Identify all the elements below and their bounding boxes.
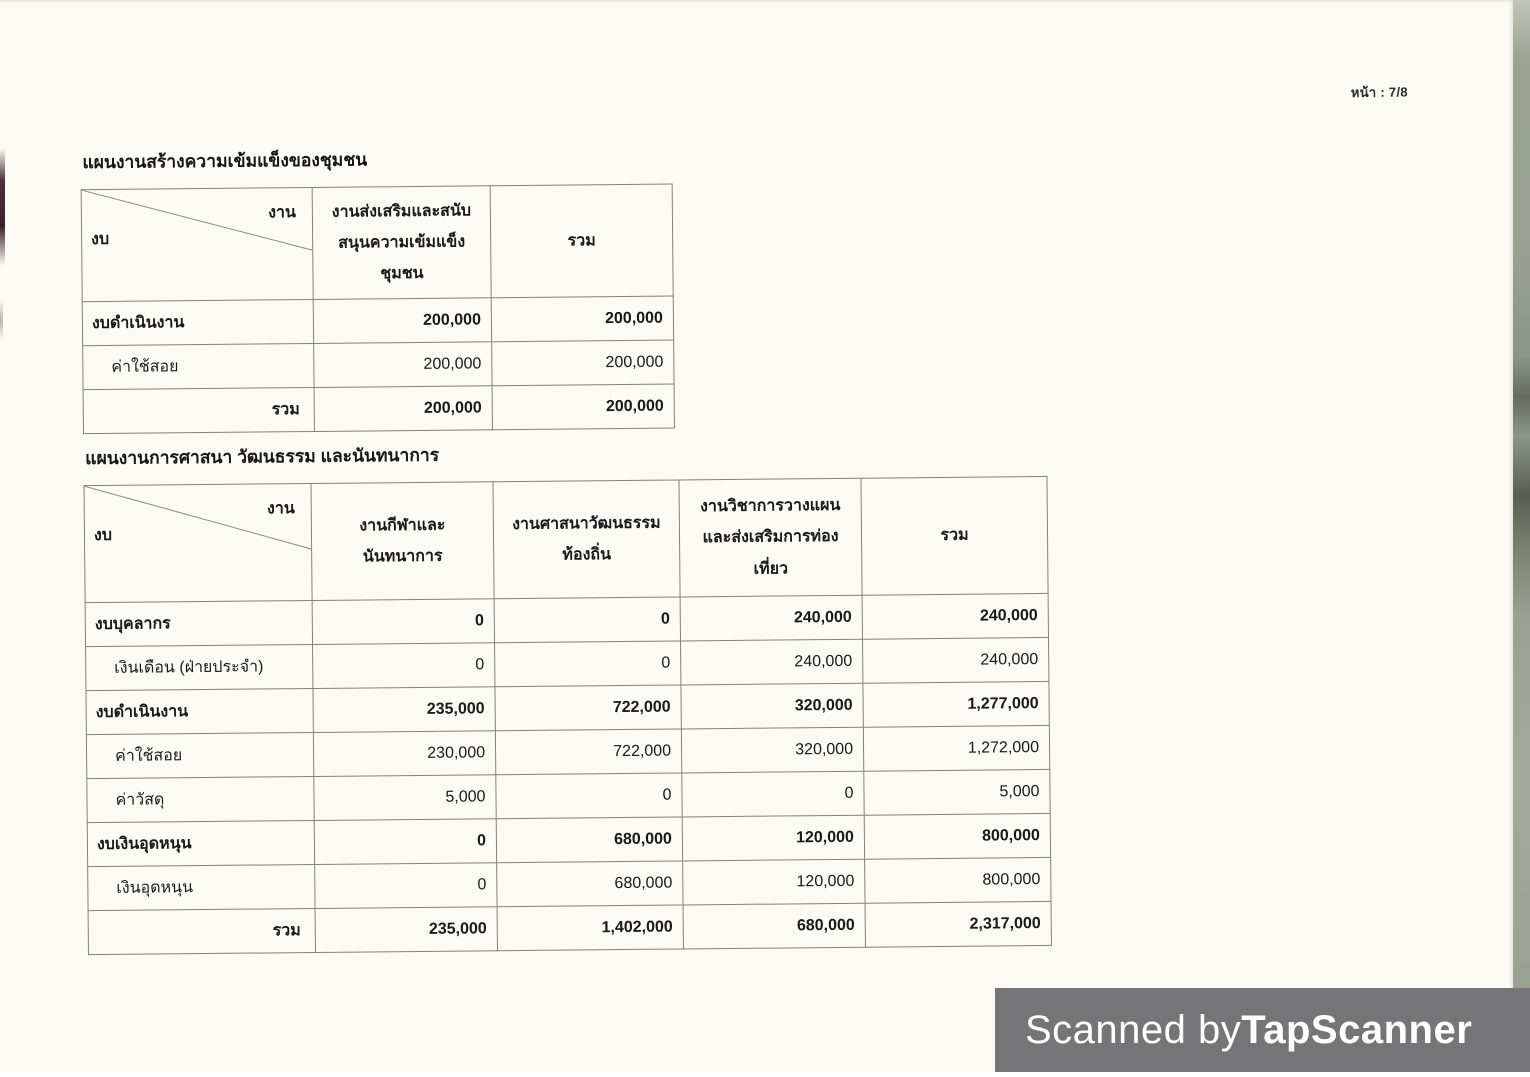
cell-value: 235,000 xyxy=(312,686,496,733)
cell-value: 722,000 xyxy=(494,684,682,731)
row-label: งบดำเนินงาน xyxy=(85,688,314,735)
cell-value: 680,000 xyxy=(496,860,684,907)
page-number: หน้า : 7/8 xyxy=(1350,84,1408,100)
cell-value: 200,000 xyxy=(314,385,493,432)
column-header: งานส่งเสริมและสนับ สนุนความเข้มแข็ง ชุมช… xyxy=(312,185,492,300)
row-label: เงินอุดหนุน xyxy=(87,864,316,911)
corner-cell: งานงบ xyxy=(83,483,313,603)
row-label: ค่าวัสดุ xyxy=(86,776,315,823)
row-label: งบเงินอุดหนุน xyxy=(87,820,315,867)
table-title: แผนงานการศาสนา วัฒนธรรม และนันทนาการ xyxy=(85,444,440,469)
cell-value: 200,000 xyxy=(491,340,675,386)
row-label: งบดำเนินงาน xyxy=(82,299,314,346)
corner-cell: งานงบ xyxy=(81,187,314,302)
community-strength-plan-section: แผนงานสร้างความเข้มแข็งของชุมชน งาน งบ งาน… xyxy=(80,143,675,435)
cell-value: 120,000 xyxy=(682,859,866,905)
cell-value: 240,000 xyxy=(680,595,863,641)
cell-value: 0 xyxy=(314,862,498,909)
cell-value: 0 xyxy=(495,772,683,819)
cell-value: 800,000 xyxy=(864,813,1051,860)
row-label: รวม xyxy=(83,387,315,434)
cell-value: 0 xyxy=(494,640,681,687)
cell-value: 0 xyxy=(681,771,865,817)
cell-value: 5,000 xyxy=(313,774,497,821)
column-header: งานกีฬาและ นันทนาการ xyxy=(310,481,495,601)
cell-value: 5,000 xyxy=(863,769,1051,816)
corner-label-work: งาน xyxy=(266,500,295,518)
cell-value: 230,000 xyxy=(313,730,496,777)
column-header: รวม xyxy=(860,476,1049,596)
cell-value: 200,000 xyxy=(491,296,674,342)
cell-value: 320,000 xyxy=(681,727,864,773)
cell-value: 0 xyxy=(312,642,495,689)
row-label: เงินเดือน (ฝ่ายประจำ) xyxy=(85,644,313,691)
column-header: รวม xyxy=(490,184,674,298)
scan-edge-mark-left xyxy=(0,148,5,266)
table-title: แผนงานสร้างความเข้มแข็งของชุมชน xyxy=(82,149,368,173)
cell-value: 722,000 xyxy=(495,728,682,775)
corner-diagonal-line xyxy=(85,484,312,602)
budget-table-community: งาน งบ งานส่งเสริมและสนับ สนุนความเข้มแข็ง… xyxy=(81,184,675,435)
cell-value: 120,000 xyxy=(682,815,865,861)
watermark-prefix: Scanned by xyxy=(1025,1007,1242,1052)
cell-value: 200,000 xyxy=(492,384,675,430)
corner-label-budget: งบ xyxy=(91,230,110,249)
scan-edge-mark-left-faint xyxy=(0,300,3,340)
row-label: รวม xyxy=(88,908,316,955)
cell-value: 680,000 xyxy=(683,903,866,949)
cell-value: 200,000 xyxy=(313,341,493,388)
cell-value: 680,000 xyxy=(496,816,683,863)
row-label: ค่าใช้สอย xyxy=(82,343,315,390)
table-row: รวม 235,000 1,402,000 680,000 2,317,000 xyxy=(88,901,1052,955)
cell-value: 240,000 xyxy=(862,637,1049,684)
cell-value: 1,272,000 xyxy=(863,725,1050,772)
table-row: งบดำเนินงาน 200,000 200,000 xyxy=(82,296,674,346)
row-label: งบบุคลากร xyxy=(85,600,313,647)
cell-value: 0 xyxy=(494,596,681,643)
table-row: รวม 200,000 200,000 xyxy=(83,384,675,434)
corner-label-budget: งบ xyxy=(93,526,113,545)
cell-value: 1,277,000 xyxy=(862,681,1050,728)
cell-value: 240,000 xyxy=(862,593,1049,640)
scan-edge-artifact-right xyxy=(1513,0,1530,992)
cell-value: 2,317,000 xyxy=(865,901,1052,948)
corner-diagonal-line xyxy=(82,188,313,301)
cell-value: 0 xyxy=(312,598,495,645)
tapscanner-watermark: Scanned by TapScanner xyxy=(995,988,1530,1072)
table-row: ค่าใช้สอย 200,000 200,000 xyxy=(82,340,675,390)
budget-table-religion-culture: งาน งบ งานกีฬาและ นันทนาการ งานศาสนาวัฒนธรร… xyxy=(83,476,1052,955)
religion-culture-plan-section: แผนงานการศาสนา วัฒนธรรม และนันทนาการ งาน… xyxy=(83,435,1052,955)
cell-value: 320,000 xyxy=(680,683,864,729)
corner-label-work: งาน xyxy=(268,204,296,222)
cell-value: 1,402,000 xyxy=(497,904,684,951)
row-label: ค่าใช้สอย xyxy=(86,732,314,779)
cell-value: 200,000 xyxy=(313,297,492,344)
cell-value: 240,000 xyxy=(680,639,863,685)
watermark-brand: TapScanner xyxy=(1241,1007,1473,1052)
cell-value: 800,000 xyxy=(864,857,1052,904)
cell-value: 0 xyxy=(314,818,497,865)
cell-value: 235,000 xyxy=(315,906,498,953)
column-header: งานศาสนาวัฒนธรรม ท้องถิ่น xyxy=(492,479,681,599)
column-header: งานวิชาการวางแผน และส่งเสริมการท่อง เที่… xyxy=(678,478,863,597)
